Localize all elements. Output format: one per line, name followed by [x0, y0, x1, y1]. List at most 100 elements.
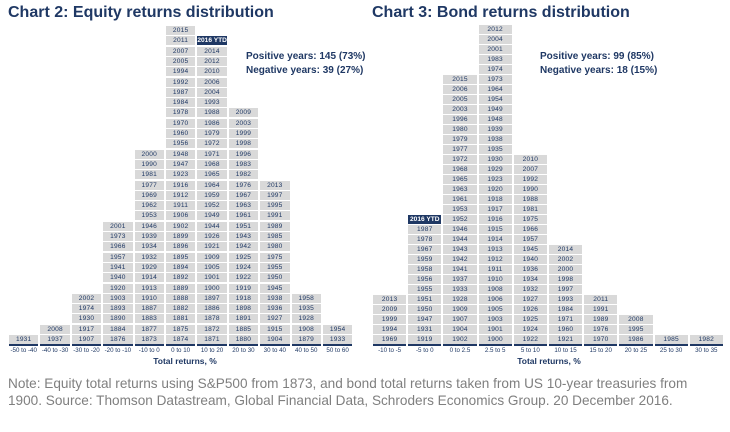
year-cell: 2002 [548, 255, 583, 264]
histogram-column: 1931 [8, 335, 39, 344]
year-cell: 1968 [443, 165, 477, 174]
year-cell: 1872 [197, 324, 227, 334]
bond-x-axis-title: Total returns, % [517, 356, 581, 366]
year-cell: 1989 [584, 315, 618, 324]
year-cell: 1981 [134, 170, 164, 180]
x-axis-bucket-label: 20 to 30 [228, 344, 259, 354]
year-cell: 1906 [478, 295, 512, 304]
year-cell: 1964 [197, 180, 227, 190]
x-axis-bucket-label: -10 to 0 [134, 344, 164, 354]
year-cell: 1931 [9, 335, 39, 344]
year-cell: 2000 [548, 265, 583, 274]
year-cell: 1992 [165, 77, 196, 87]
year-cell: 1924 [513, 325, 547, 334]
year-cell: 2007 [165, 46, 196, 56]
x-axis-bucket-label: 2.5 to 5 [478, 344, 512, 354]
year-cell: 1914 [134, 273, 164, 283]
histogram-column: 2015 2011 2007 2005 1994 1992 1987 1984 1978 1970… [165, 26, 196, 344]
year-cell: 1901 [478, 325, 512, 334]
year-cell: 1982 [689, 335, 723, 344]
year-cell: 2001 [103, 221, 133, 231]
year-cell: 1904 [443, 325, 477, 334]
year-cell: 1914 [478, 235, 512, 244]
x-axis-bucket-label: -10 to -5 [373, 344, 407, 354]
year-cell: 2012 [197, 56, 227, 66]
year-cell: 1981 [513, 205, 547, 214]
equity-x-axis-title: Total returns, % [153, 356, 217, 366]
year-cell: 2011 [165, 36, 196, 46]
year-cell: 2013 [260, 180, 290, 190]
year-cell: 2010 [197, 67, 227, 77]
year-cell: 1966 [513, 225, 547, 234]
year-cell: 1940 [103, 273, 133, 283]
year-cell: 1969 [134, 190, 164, 200]
year-cell: 1976 [228, 180, 259, 190]
year-cell: 1923 [165, 170, 196, 180]
year-cell: 1922 [513, 335, 547, 344]
year-cell: 1945 [260, 283, 290, 293]
year-cell: 1987 [408, 225, 442, 234]
year-cell: 1949 [478, 105, 512, 114]
year-cell: 1963 [443, 185, 477, 194]
year-cell: 1970 [165, 118, 196, 128]
year-cell: 1996 [443, 115, 477, 124]
year-cell: 2008 [619, 315, 653, 324]
year-cell: 1959 [408, 255, 442, 264]
year-cell: 1926 [197, 232, 227, 242]
year-cell: 1955 [408, 285, 442, 294]
equity-chart-panel: Chart 2: Equity returns distribution Pos… [8, 4, 366, 366]
x-axis-bucket-label: -50 to -40 [9, 344, 39, 354]
year-cell: 1949 [197, 211, 227, 221]
year-cell: 1979 [443, 135, 477, 144]
year-cell: 1917 [478, 205, 512, 214]
year-cell: 1910 [134, 293, 164, 303]
year-cell: 1942 [228, 242, 259, 252]
x-axis-bucket-label: 50 to 60 [322, 344, 353, 354]
year-cell: 1907 [443, 315, 477, 324]
year-cell: 1930 [478, 155, 512, 164]
year-cell: 1935 [291, 304, 321, 314]
year-cell: 1987 [165, 87, 196, 97]
year-cell: 1918 [478, 195, 512, 204]
year-cell: 2003 [443, 105, 477, 114]
year-cell: 1980 [443, 125, 477, 134]
year-cell: 2004 [478, 35, 512, 44]
year-cell: 1909 [197, 252, 227, 262]
year-cell: 1946 [134, 221, 164, 231]
year-cell: 1975 [513, 215, 547, 224]
year-cell: 1971 [548, 315, 583, 324]
year-cell: 1995 [260, 201, 290, 211]
year-cell: 1933 [443, 285, 477, 294]
year-cell: 1968 [197, 159, 227, 169]
year-cell: 1986 [197, 118, 227, 128]
x-axis-bucket-label: 10 to 15 [548, 344, 583, 354]
year-cell: 1958 [291, 293, 321, 303]
year-cell: 1974 [478, 65, 512, 74]
year-cell: 1941 [103, 262, 133, 272]
year-cell: 1875 [165, 324, 196, 334]
year-cell: 1951 [408, 295, 442, 304]
year-cell: 1967 [408, 245, 442, 254]
year-cell: 1944 [443, 235, 477, 244]
year-cell: 1899 [165, 232, 196, 242]
year-cell: 1942 [443, 255, 477, 264]
x-axis-bucket-label: -20 to -10 [103, 344, 133, 354]
year-cell: 1977 [443, 145, 477, 154]
histogram-column: 2015 2006 2005 2003 1996 1980 1979 1977 1972 1968… [442, 75, 477, 344]
histogram-column: 2013 2009 1999 1994 1969 [372, 295, 407, 344]
year-cell-highlight: 2016 YTD [197, 36, 227, 46]
year-cell: 1892 [165, 273, 196, 283]
x-axis-bucket-label: 25 to 30 [654, 344, 688, 354]
year-cell: 1894 [165, 262, 196, 272]
year-cell: 1946 [443, 225, 477, 234]
year-cell: 1876 [103, 335, 133, 344]
x-axis-bucket-label: 10 to 20 [197, 344, 227, 354]
year-cell: 1885 [228, 324, 259, 334]
year-cell: 1884 [103, 324, 133, 334]
year-cell: 1962 [134, 201, 164, 211]
histogram-column: 2001 1973 1966 1957 1941 1940 1920 1903 1893 1890… [102, 221, 133, 344]
x-axis-bucket-label: 0 to 2.5 [443, 344, 477, 354]
year-cell: 1927 [260, 314, 290, 324]
histogram-columns: 2013 2009 1999 1994 1969 2016 YTD 1987 1978 1967… [372, 24, 726, 344]
